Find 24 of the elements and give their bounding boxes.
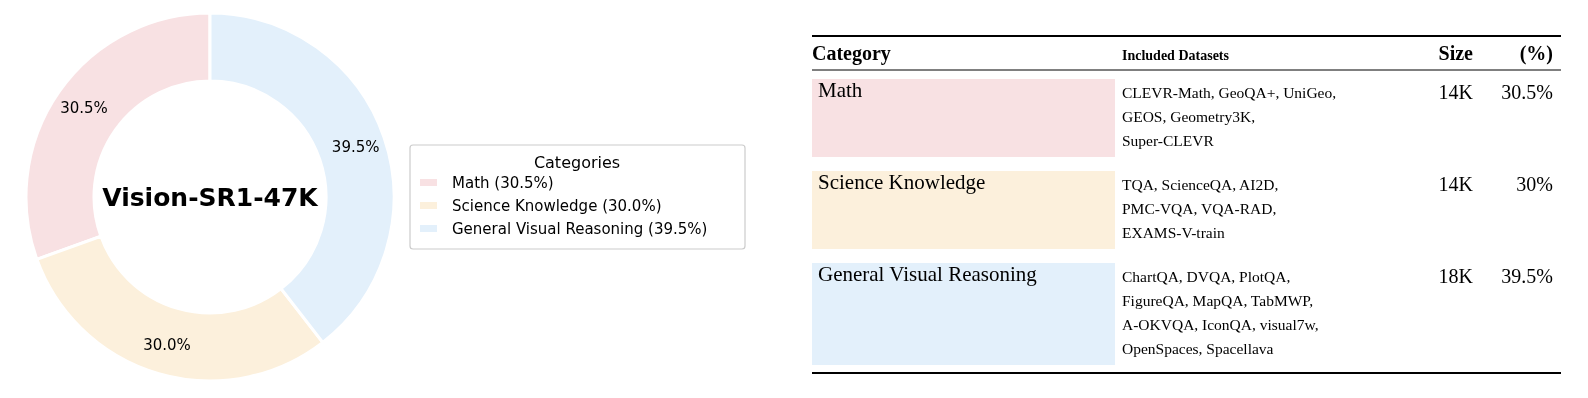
text: Math bbox=[818, 78, 863, 102]
legend-label: General Visual Reasoning (39.5%) bbox=[452, 220, 708, 238]
text: TQA, ScienceQA, AI2D, PMC-VQA, VQA-RAD, EXAMS-V-train bbox=[1122, 176, 1279, 241]
text: General Visual Reasoning bbox=[818, 262, 1038, 286]
text: 30.5% bbox=[1501, 81, 1553, 103]
text: 39.5% bbox=[1501, 265, 1553, 287]
data-label: 39.5% bbox=[331, 138, 380, 157]
text: CLEVR-Math, GeoQA+, UniGeo, GEOS, Geometry3K, Super-CLEVR bbox=[1122, 84, 1337, 149]
legend-label: Math (30.5%) bbox=[452, 174, 554, 192]
text: 14K bbox=[1438, 173, 1474, 195]
text: 30% bbox=[1516, 173, 1553, 195]
text: ChartQA, DVQA, PlotQA, FigureQA, MapQA, TabMWP, A-OKVQA, IconQA, visual7w, OpenSpaces, Spacellava bbox=[1122, 268, 1319, 357]
text: Included Datasets bbox=[1122, 48, 1230, 63]
text: (%) bbox=[1519, 42, 1553, 65]
text: 14K bbox=[1438, 81, 1474, 103]
legend-label: Science Knowledge (30.0%) bbox=[452, 197, 662, 215]
text: Category bbox=[812, 42, 891, 65]
text: Science Knowledge bbox=[818, 170, 986, 194]
data-label: 30.0% bbox=[143, 335, 191, 354]
data-label: 30.5% bbox=[60, 99, 108, 118]
text: Size bbox=[1438, 42, 1474, 64]
text: Vision-SR1-47K bbox=[102, 182, 320, 212]
text: 18K bbox=[1438, 265, 1474, 287]
legend-title: Categories bbox=[533, 153, 621, 172]
